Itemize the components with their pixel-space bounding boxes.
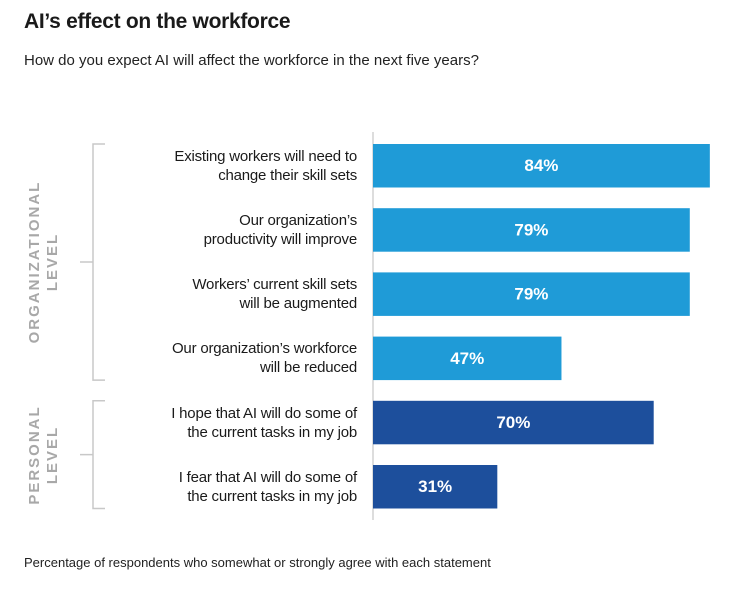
footnote: Percentage of respondents who somewhat o… — [24, 555, 491, 570]
category-label: Our organization’s workforce will be red… — [171, 340, 357, 377]
value-label: 47% — [450, 349, 484, 368]
bar — [373, 400, 654, 445]
group-label: ORGANIZATIONAL LEVEL — [26, 180, 61, 344]
value-label: 79% — [514, 285, 548, 304]
chart-title: AI’s effect on the workforce — [24, 10, 291, 33]
bar — [373, 336, 562, 381]
group-label: PERSONAL LEVEL — [26, 404, 61, 505]
value-label: 84% — [524, 156, 558, 175]
bar — [373, 208, 690, 252]
category-label: I hope that AI will do some of the curre… — [171, 404, 357, 441]
bar — [373, 272, 690, 316]
category-label: Existing workers will need to change the… — [174, 147, 357, 184]
category-label: Workers’ current skill sets will be augm… — [192, 276, 357, 313]
value-label: 31% — [418, 477, 452, 496]
bar — [373, 465, 498, 509]
chart-subtitle: How do you expect AI will affect the wor… — [24, 52, 479, 69]
value-label: 70% — [496, 413, 530, 432]
bar — [373, 144, 710, 188]
value-label: 79% — [514, 220, 548, 239]
category-label: I fear that AI will do some of the curre… — [178, 468, 357, 505]
group-bracket — [80, 400, 105, 510]
category-label: Our organization’s productivity will imp… — [203, 211, 358, 248]
group-bracket — [80, 143, 105, 381]
